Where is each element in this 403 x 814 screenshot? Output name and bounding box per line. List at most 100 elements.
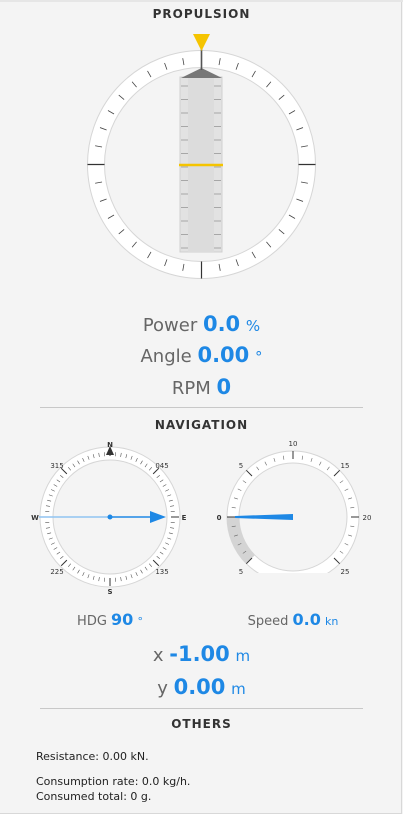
prop-dial-tick (288, 214, 296, 219)
prop-dial-tick (251, 70, 256, 78)
speed-tick (273, 457, 276, 462)
compass-tick (125, 454, 128, 459)
prop-dial-tick (147, 70, 152, 78)
speed-label-0: 0 (217, 514, 222, 522)
compass-tick (67, 467, 72, 471)
prop-dial-tick (131, 241, 137, 248)
speed-tick (245, 469, 253, 477)
compass-tick (156, 474, 160, 479)
rpm-value: 0 (216, 375, 232, 399)
x-label: x (152, 645, 164, 666)
prop-dial-tick (182, 58, 185, 66)
compass-nw-label: 315 (50, 462, 63, 470)
prop-dial-tick (296, 127, 304, 131)
compass-tick (60, 474, 64, 479)
compass-tick (162, 484, 167, 487)
compass-tick (165, 542, 170, 545)
speed-tick (264, 461, 267, 466)
compass-tick (47, 532, 52, 535)
prop-dial-tick (266, 241, 272, 248)
compass-tick (60, 559, 68, 567)
compass-tick (140, 460, 143, 465)
speed-tick (233, 497, 238, 500)
speed-tick (231, 507, 236, 509)
compass-north-marker (106, 446, 114, 455)
resistance-text: Resistance: 0.00 kN. (36, 750, 149, 763)
speed-tick (333, 469, 341, 477)
speed-label-5-rev: 5 (239, 568, 243, 576)
compass-tick (60, 467, 68, 475)
compass-tick (130, 455, 133, 460)
compass-tick (144, 566, 148, 571)
compass-tick (135, 457, 138, 462)
compass-tick (56, 479, 61, 483)
speed-tick (339, 480, 344, 484)
compass-s-label: S (107, 588, 112, 596)
speed-tick (326, 466, 330, 471)
compass-tick (162, 547, 167, 550)
prop-dial-tick (99, 198, 107, 202)
compass-tick (125, 575, 128, 580)
speed-tick (283, 455, 285, 460)
compass-tick (60, 555, 64, 560)
compass-sw-label: 225 (50, 568, 63, 576)
speed-tick (350, 507, 355, 509)
speed-tick (344, 488, 349, 491)
prop-dial-tick (131, 81, 137, 88)
prop-dial-tick (235, 62, 239, 70)
y-label: y (157, 678, 168, 699)
compass-tick (148, 467, 153, 471)
compass-tick (167, 494, 172, 497)
prop-dial-tick (95, 181, 103, 184)
compass-tick (45, 505, 50, 507)
prop-dial-tick (95, 145, 103, 148)
speed-label-25: 25 (341, 568, 350, 576)
prop-dial-tick (118, 94, 125, 100)
speed-tick (237, 488, 242, 491)
prop-dial-tick (300, 145, 308, 148)
divider-navigation (40, 708, 363, 709)
speed-tick (344, 543, 349, 546)
speed-label-20: 20 (363, 514, 372, 522)
x-readout: x -1.00 m (0, 642, 403, 666)
speed-tick (350, 525, 355, 527)
heading-arrow-hub (107, 514, 113, 520)
compass-tick (152, 559, 160, 567)
compass-tick (72, 566, 76, 571)
prop-dial-tick (278, 229, 285, 235)
prop-dial-tick (164, 259, 168, 267)
hdg-unit: ° (137, 615, 143, 628)
x-unit: m (235, 647, 251, 665)
power-readout: Power 0.0 % (0, 312, 403, 336)
speed-tick (242, 550, 247, 554)
angle-readout: Angle 0.00 ° (0, 343, 403, 367)
compass-tick (98, 577, 100, 582)
prop-dial-tick (118, 229, 125, 235)
rpm-label: RPM (171, 378, 211, 399)
prop-dial-tick (300, 181, 308, 184)
compass-tick (48, 494, 53, 497)
compass-tick (135, 572, 138, 577)
compass-tick (148, 563, 153, 567)
hdg-label: HDG (77, 614, 107, 629)
compass-tick (82, 457, 85, 462)
speed-reverse-zone (226, 517, 255, 564)
speed-tick (233, 534, 238, 537)
compass-tick (50, 542, 55, 545)
compass-tick (168, 499, 173, 502)
prop-dial-tick (147, 251, 152, 259)
compass-tick (170, 527, 175, 529)
compass-tick (152, 467, 160, 475)
speed-tick (319, 461, 322, 466)
speed-tick (231, 525, 236, 527)
speed-tick (301, 455, 303, 460)
speed-readout: Speed 0.0 kn (213, 610, 373, 629)
prop-dial-tick (164, 62, 168, 70)
speed-tick (348, 534, 353, 537)
compass-tick (53, 484, 58, 487)
compass-tick (144, 463, 148, 468)
compass-n-label: N (107, 441, 113, 449)
speed-needle (235, 514, 293, 520)
consumption-rate-text: Consumption rate: 0.0 kg/h. (36, 775, 191, 788)
compass-ne-label: 045 (155, 462, 168, 470)
